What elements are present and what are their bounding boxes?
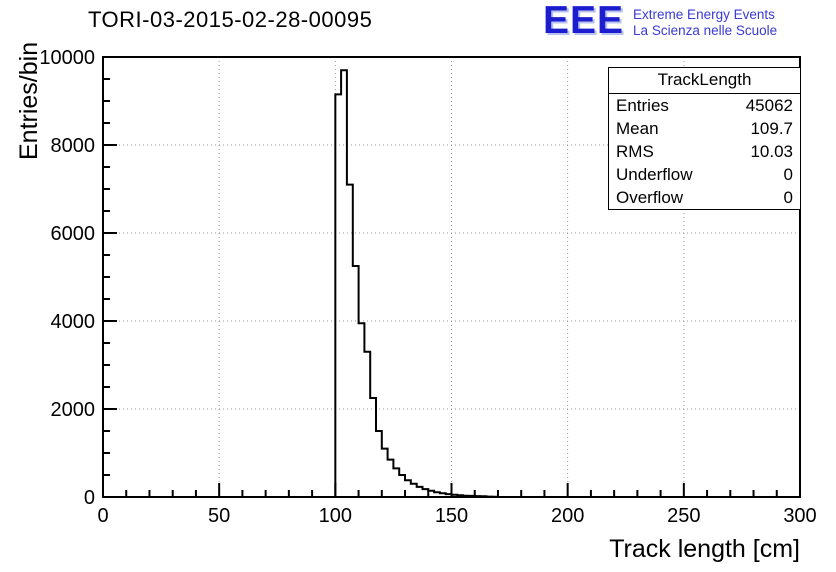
y-tick-label: 10000 [39,47,95,69]
eee-logo: EEE Extreme Energy Events La Scienza nel… [543,0,777,42]
stats-box: TrackLength Entries 45062 Mean 109.7 RMS… [608,67,801,210]
stats-value: 45062 [745,96,793,115]
y-tick-label: 6000 [51,223,96,245]
stats-value: 10.03 [750,142,793,161]
eee-logo-line1: Extreme Energy Events [633,7,775,22]
x-tick-label: 100 [319,505,352,527]
x-tick-label: 50 [208,505,230,527]
y-axis-title: Entries/bin [15,41,43,160]
stats-row: Underflow 0 [609,163,800,186]
y-tick-label: 4000 [51,311,96,333]
eee-logo-line2: La Scienza nelle Scuole [633,23,778,38]
x-tick-label: 0 [97,505,108,527]
stats-row: RMS 10.03 [609,140,800,163]
stats-value: 0 [783,188,793,207]
stats-label: Underflow [616,165,693,184]
x-tick-label: 200 [551,505,584,527]
eee-logo-text: EEE [543,0,625,42]
x-tick-label: 150 [435,505,468,527]
y-tick-label: 2000 [51,399,96,421]
stats-value: 109.7 [750,119,793,138]
y-tick-label: 8000 [51,135,96,157]
stats-row: Overflow 0 [609,186,800,209]
x-tick-label: 250 [667,505,700,527]
stats-title: TrackLength [609,68,800,94]
stats-label: RMS [616,142,654,161]
stats-label: Mean [616,119,659,138]
y-tick-label: 0 [84,487,95,509]
stats-label: Entries [616,96,669,115]
histogram-line [103,69,800,498]
x-axis-title: Track length [cm] [609,535,800,563]
stats-value: 0 [783,165,793,184]
x-tick-label: 300 [783,505,816,527]
stats-label: Overflow [616,188,684,207]
eee-logo-subtitle: Extreme Energy Events La Scienza nelle S… [633,2,777,39]
stats-row: Entries 45062 [609,94,800,117]
stats-row: Mean 109.7 [609,117,800,140]
plot-title: TORI-03-2015-02-28-00095 [88,7,373,32]
